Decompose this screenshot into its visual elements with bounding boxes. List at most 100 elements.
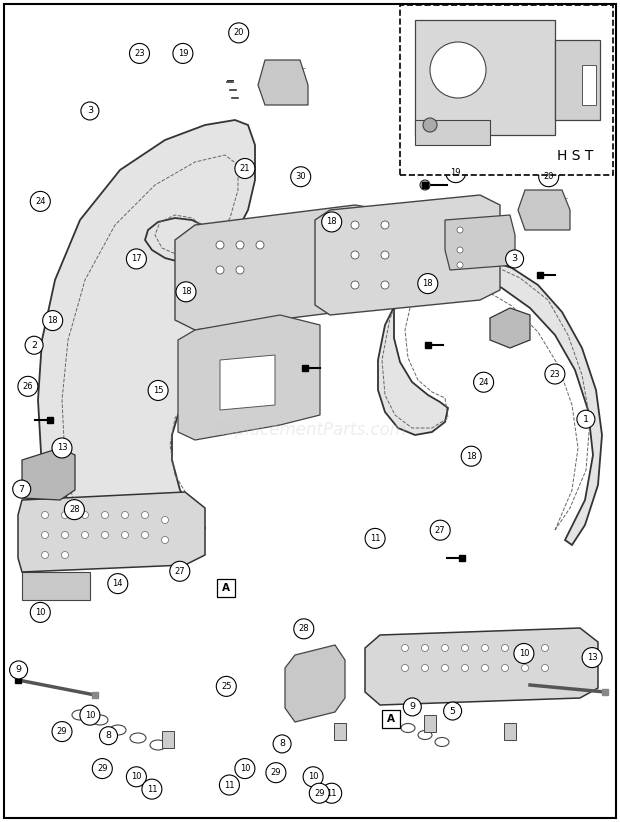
Text: 10: 10	[85, 711, 95, 719]
Circle shape	[291, 167, 311, 187]
Polygon shape	[162, 731, 174, 748]
Circle shape	[483, 118, 503, 137]
Text: 24: 24	[35, 197, 45, 206]
Circle shape	[514, 644, 534, 663]
Circle shape	[141, 511, 149, 519]
Text: 29: 29	[314, 789, 324, 797]
Circle shape	[457, 227, 463, 233]
Text: A: A	[223, 583, 230, 593]
Polygon shape	[22, 448, 75, 500]
Circle shape	[430, 42, 486, 98]
Text: 8: 8	[279, 740, 285, 748]
Text: 18: 18	[180, 288, 192, 296]
Text: 5: 5	[450, 707, 456, 715]
Text: 23: 23	[549, 370, 560, 378]
Text: 20: 20	[544, 173, 554, 181]
Polygon shape	[220, 355, 275, 410]
Text: 10: 10	[240, 764, 250, 773]
Polygon shape	[18, 492, 205, 572]
Circle shape	[64, 500, 84, 520]
Circle shape	[474, 372, 494, 392]
Polygon shape	[334, 723, 346, 740]
Circle shape	[12, 480, 31, 498]
Circle shape	[236, 266, 244, 274]
Circle shape	[418, 274, 438, 293]
Circle shape	[582, 648, 602, 667]
Circle shape	[122, 532, 128, 538]
Circle shape	[176, 282, 196, 302]
Polygon shape	[178, 315, 320, 440]
Circle shape	[309, 783, 329, 803]
Text: 11: 11	[224, 781, 234, 789]
Polygon shape	[490, 308, 530, 348]
Circle shape	[102, 532, 108, 538]
Text: 27: 27	[174, 567, 185, 575]
Polygon shape	[415, 120, 490, 145]
Text: ReplacementParts.com: ReplacementParts.com	[213, 421, 407, 439]
Text: 24: 24	[479, 378, 489, 386]
Polygon shape	[504, 723, 516, 740]
Circle shape	[141, 532, 149, 538]
Circle shape	[441, 664, 448, 672]
Circle shape	[81, 511, 89, 519]
Polygon shape	[258, 60, 308, 105]
Circle shape	[81, 102, 99, 120]
Circle shape	[521, 644, 528, 652]
Polygon shape	[378, 260, 602, 545]
Circle shape	[256, 241, 264, 249]
Circle shape	[322, 212, 342, 232]
Circle shape	[577, 410, 595, 428]
Circle shape	[539, 167, 559, 187]
Circle shape	[61, 532, 68, 538]
Circle shape	[236, 241, 244, 249]
Circle shape	[81, 532, 89, 538]
Text: 10: 10	[308, 773, 318, 781]
Ellipse shape	[130, 733, 146, 743]
Text: 11: 11	[147, 785, 157, 793]
Circle shape	[521, 664, 528, 672]
Circle shape	[541, 664, 549, 672]
Circle shape	[219, 775, 239, 795]
Circle shape	[52, 438, 72, 458]
Circle shape	[173, 44, 193, 63]
Circle shape	[9, 661, 28, 679]
Circle shape	[461, 664, 469, 672]
Circle shape	[502, 644, 508, 652]
Circle shape	[303, 767, 323, 787]
Text: A: A	[387, 714, 394, 724]
Circle shape	[52, 722, 72, 741]
Circle shape	[216, 677, 236, 696]
Circle shape	[365, 529, 385, 548]
Text: 3: 3	[512, 255, 518, 263]
Circle shape	[170, 561, 190, 581]
Circle shape	[482, 644, 489, 652]
Circle shape	[108, 574, 128, 593]
Circle shape	[351, 221, 359, 229]
Circle shape	[457, 247, 463, 253]
Text: 18: 18	[47, 316, 58, 325]
Circle shape	[381, 221, 389, 229]
Text: 15: 15	[153, 386, 163, 395]
Text: 2: 2	[31, 341, 37, 349]
Text: 29: 29	[97, 764, 107, 773]
Text: 29: 29	[57, 727, 67, 736]
Circle shape	[235, 159, 255, 178]
Text: 30: 30	[295, 173, 306, 181]
Circle shape	[216, 266, 224, 274]
Circle shape	[482, 664, 489, 672]
Circle shape	[148, 381, 168, 400]
Text: 11: 11	[370, 534, 380, 543]
Circle shape	[422, 664, 428, 672]
Circle shape	[122, 511, 128, 519]
Circle shape	[402, 644, 409, 652]
Circle shape	[420, 180, 430, 190]
Circle shape	[403, 698, 422, 716]
Text: 10: 10	[35, 608, 45, 616]
Circle shape	[99, 727, 118, 745]
FancyBboxPatch shape	[217, 579, 236, 597]
Circle shape	[161, 537, 169, 543]
Polygon shape	[285, 645, 345, 722]
Circle shape	[42, 532, 48, 538]
Text: 7: 7	[19, 485, 25, 493]
Circle shape	[102, 511, 108, 519]
